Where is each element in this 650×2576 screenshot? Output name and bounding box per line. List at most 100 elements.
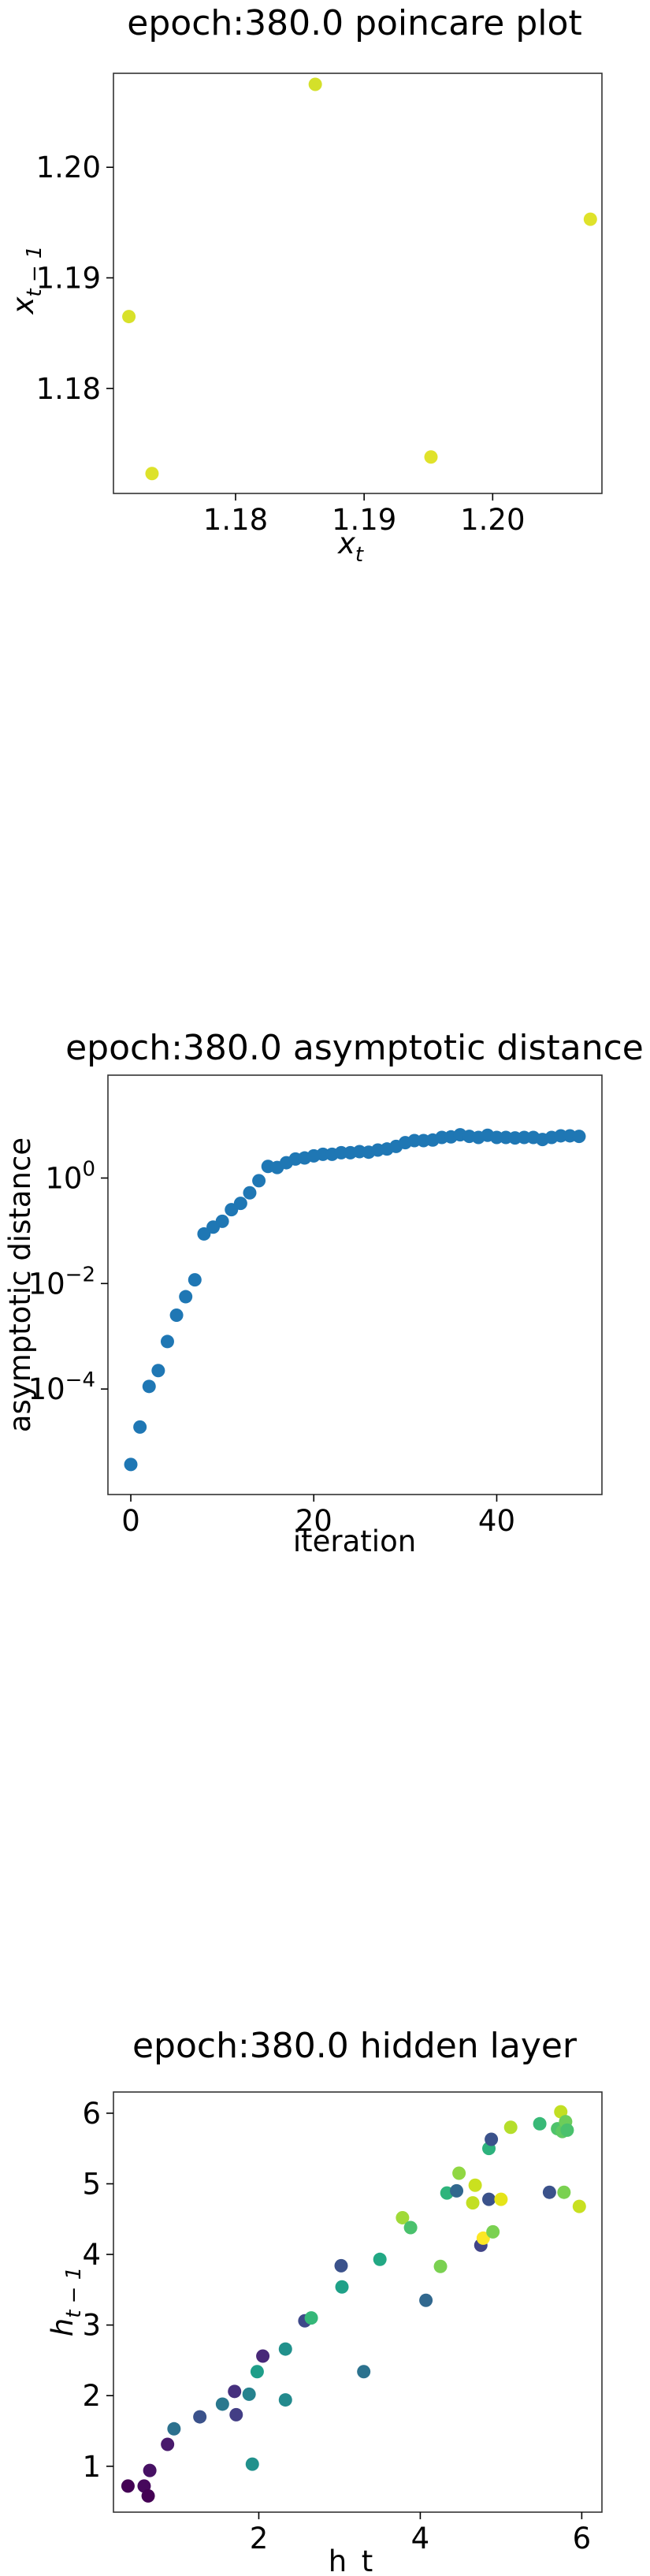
scatter-point: [424, 450, 438, 464]
y-axis-label: ht − 1: [46, 2267, 86, 2337]
scatter-point: [193, 2410, 207, 2424]
scatter-point: [250, 2365, 264, 2379]
y-tick-label: 6: [82, 2097, 101, 2131]
y-axis-label: xt − 1: [6, 246, 46, 315]
scatter-point: [494, 2192, 508, 2206]
scatter-point: [121, 2479, 135, 2493]
scatter-point: [335, 2280, 349, 2294]
y-tick-label: 3: [82, 2309, 101, 2343]
y-tick-label: 1.20: [36, 151, 101, 184]
y-tick-label: 1: [82, 2450, 101, 2484]
poincare-chart: epoch:380.0 poincare plot 1.18 1.19 1.201.…: [6, 3, 603, 567]
scatter-point: [466, 2196, 480, 2210]
scatter-point: [229, 2407, 243, 2422]
axis-ticks: 0 20 40 100 10−2 10−4: [28, 1157, 515, 1538]
scatter-point: [304, 2311, 318, 2325]
scatter-point: [188, 1273, 202, 1287]
scatter-point: [143, 2463, 157, 2477]
x-tick-label: 6: [573, 2522, 592, 2556]
scatter-point: [486, 2224, 500, 2239]
scatter-point: [334, 2258, 348, 2273]
scatter-point: [583, 212, 597, 226]
scatter-point: [197, 1227, 211, 1241]
scatter-point: [482, 2192, 496, 2206]
scatter-point: [151, 1364, 165, 1378]
y-tick-label: 4: [82, 2238, 101, 2272]
chart-title: epoch:380.0 asymptotic distance: [65, 1028, 644, 1068]
scatter-point: [142, 1379, 156, 1394]
chart-title: epoch:380.0 hidden layer: [132, 2026, 578, 2066]
y-tick-label: 5: [82, 2167, 101, 2201]
x-tick-label: 20: [295, 1504, 332, 1538]
scatter-point: [533, 2116, 547, 2131]
x-tick-label: 40: [478, 1504, 515, 1538]
hidden-layer-chart: epoch:380.0 hidden layer 2 4 6 1 2 3 4 5 6 h_t h…: [46, 2026, 603, 2576]
scatter-point: [403, 2220, 418, 2235]
axes-frame: [107, 1074, 603, 1495]
scatter-point: [419, 2293, 433, 2307]
scatter-point: [357, 2365, 371, 2379]
scatter-point: [572, 1130, 586, 1144]
y-tick-label: 1.19: [36, 261, 101, 295]
x-tick-label: 1.18: [203, 503, 268, 537]
y-tick-label: 10−2: [28, 1263, 95, 1301]
scatter-point: [145, 467, 159, 481]
x-tick-label: 4: [411, 2522, 430, 2556]
scatter-point: [141, 2489, 155, 2503]
axis-ticks: 1.18 1.19 1.20 1.18 1.19 1.20: [36, 151, 526, 537]
scatter-point: [215, 2397, 229, 2411]
scatter-point: [228, 2384, 242, 2399]
scatter-point: [308, 77, 322, 91]
scatter-point: [169, 1308, 184, 1322]
asymptotic-distance-chart: epoch:380.0 asymptotic distance 0 20 40 100…: [3, 1028, 644, 1558]
scatter-point: [242, 2387, 256, 2401]
scatter-point: [557, 2185, 571, 2199]
scatter-point: [542, 2185, 556, 2199]
y-tick-label: 2: [82, 2379, 101, 2413]
plot-area: [122, 77, 597, 481]
scatter-point: [476, 2231, 490, 2245]
x-axis-label: h_t: [329, 2544, 373, 2576]
scatter-point: [124, 1457, 138, 1472]
plot-area: [121, 2105, 586, 2503]
scatter-point: [373, 2252, 387, 2266]
scatter-point: [256, 2349, 270, 2363]
plot-area: [124, 1128, 586, 1472]
scatter-point: [278, 2342, 292, 2356]
y-tick-label: 1.18: [36, 372, 101, 406]
axes-frame: [113, 2091, 603, 2513]
scatter-point: [450, 2183, 464, 2198]
scatter-point: [133, 1420, 147, 1434]
scatter-point: [122, 310, 136, 324]
scatter-point: [161, 2437, 175, 2451]
scatter-point: [179, 1290, 193, 1304]
axes-frame: [113, 73, 603, 494]
x-tick-label: 1.19: [332, 503, 396, 537]
x-axis-label: iteration: [293, 1524, 416, 1558]
y-tick-label: 10−4: [28, 1368, 95, 1406]
scatter-point: [554, 2105, 568, 2119]
scatter-point: [572, 2199, 586, 2213]
scatter-point: [468, 2178, 482, 2192]
x-tick-label: 0: [121, 1504, 140, 1538]
scatter-point: [233, 1197, 247, 1211]
x-axis-label: xt: [337, 527, 364, 567]
scatter-point: [160, 1335, 174, 1349]
scatter-point: [396, 2210, 410, 2224]
chart-title: epoch:380.0 poincare plot: [127, 3, 581, 43]
x-tick-label: 1.20: [460, 503, 525, 537]
scatter-point: [278, 2393, 292, 2407]
scatter-point: [252, 1174, 266, 1188]
y-axis-label: asymptotic distance: [3, 1137, 37, 1432]
scatter-point: [503, 2120, 518, 2135]
scatter-point: [245, 2457, 259, 2471]
scatter-point: [167, 2422, 181, 2436]
scatter-point: [215, 1214, 229, 1228]
scatter-point: [243, 1186, 257, 1200]
scatter-point: [560, 2123, 574, 2137]
scatter-point: [485, 2132, 499, 2146]
scatter-point: [452, 2166, 466, 2180]
axis-ticks: 2 4 6 1 2 3 4 5 6: [82, 2097, 591, 2556]
scatter-point: [433, 2259, 448, 2273]
y-tick-label: 100: [45, 1157, 95, 1195]
